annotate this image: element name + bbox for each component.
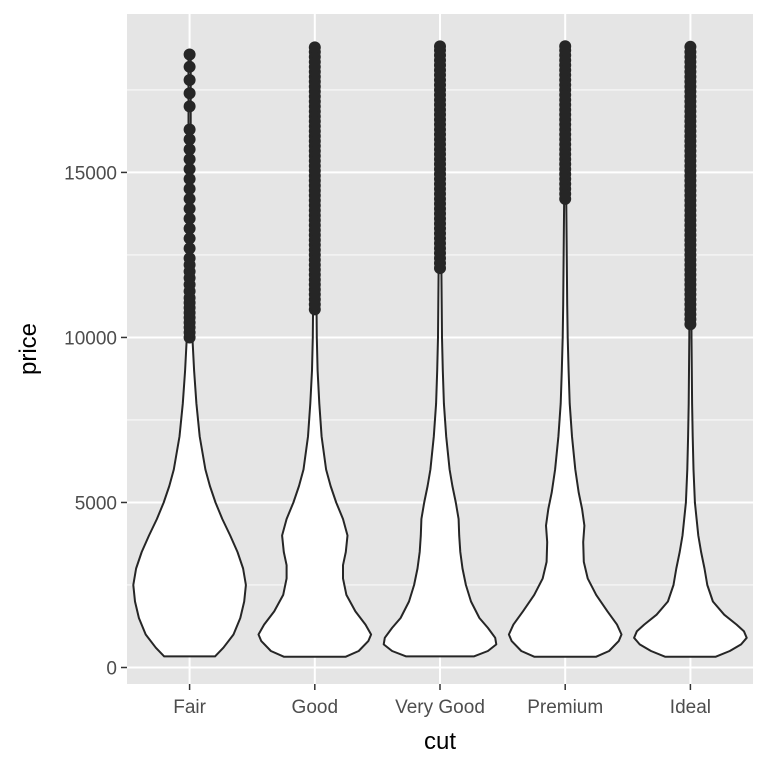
outlier-point bbox=[559, 40, 572, 53]
y-tick-label: 15000 bbox=[64, 163, 117, 184]
outlier-point bbox=[183, 87, 196, 100]
outlier-point bbox=[183, 182, 196, 195]
outlier-point bbox=[183, 202, 196, 215]
outlier-point bbox=[183, 123, 196, 136]
outlier-points bbox=[183, 40, 697, 344]
outlier-point bbox=[183, 252, 196, 265]
outlier-point bbox=[183, 100, 196, 113]
outlier-point bbox=[183, 74, 196, 87]
outlier-point bbox=[183, 143, 196, 156]
outlier-point bbox=[183, 48, 196, 61]
outlier-point bbox=[183, 242, 196, 255]
outlier-point bbox=[183, 192, 196, 205]
x-tick-label: Good bbox=[292, 697, 338, 718]
outlier-point bbox=[183, 222, 196, 235]
x-tick-label: Premium bbox=[527, 697, 603, 718]
y-tick-label: 0 bbox=[106, 658, 117, 679]
x-tick-label: Fair bbox=[173, 697, 206, 718]
outlier-point bbox=[308, 41, 321, 54]
x-axis: Fair Good Very Good Premium Ideal bbox=[173, 684, 711, 718]
x-tick-label: Very Good bbox=[395, 697, 485, 718]
y-axis: 0 5000 10000 15000 bbox=[64, 163, 127, 679]
outlier-point bbox=[183, 232, 196, 245]
y-tick-label: 5000 bbox=[75, 493, 117, 514]
y-axis-title: price bbox=[15, 323, 42, 375]
outlier-point bbox=[434, 40, 446, 53]
x-tick-label: Ideal bbox=[670, 697, 711, 718]
outlier-point bbox=[183, 163, 196, 176]
outlier-point bbox=[183, 153, 196, 166]
outlier-point bbox=[684, 40, 697, 53]
outlier-point bbox=[183, 212, 196, 225]
outlier-point bbox=[183, 60, 196, 73]
y-tick-label: 10000 bbox=[64, 328, 117, 349]
outlier-point bbox=[183, 133, 196, 146]
x-axis-title: cut bbox=[424, 728, 456, 755]
outlier-point bbox=[183, 173, 196, 186]
